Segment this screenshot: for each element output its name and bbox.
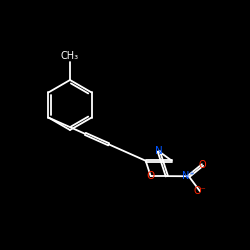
Text: N: N [155, 146, 162, 156]
Text: O: O [199, 160, 206, 170]
Text: N⁺: N⁺ [182, 171, 195, 181]
Text: CH₃: CH₃ [61, 51, 79, 61]
Text: O: O [146, 171, 155, 181]
Text: O⁻: O⁻ [194, 186, 206, 196]
